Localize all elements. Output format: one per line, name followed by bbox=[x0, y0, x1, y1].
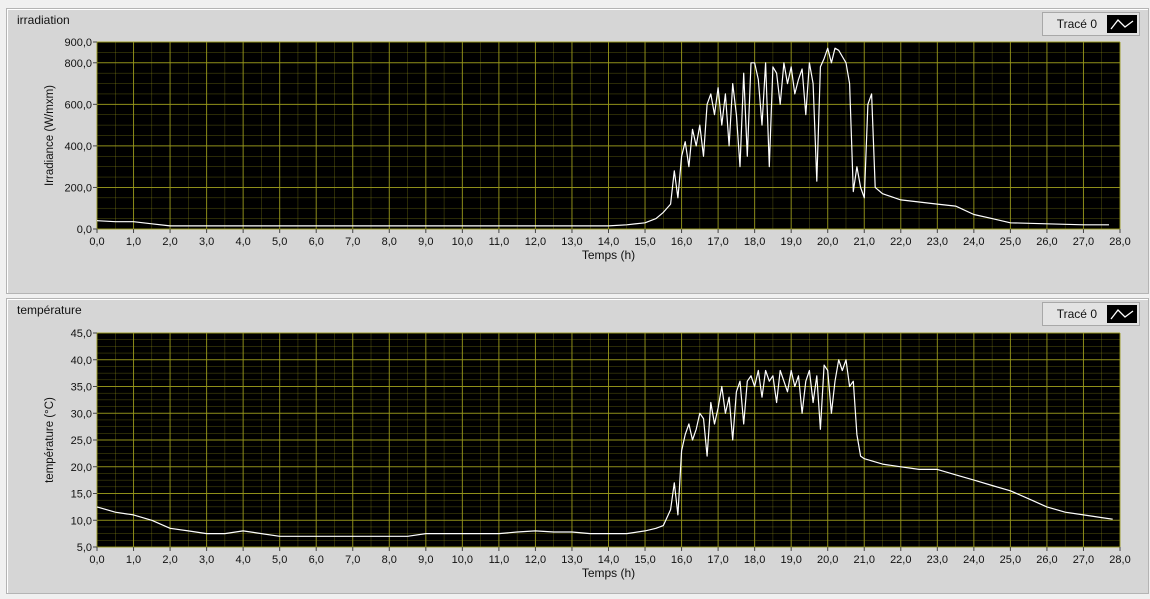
y-tick-label: 45,0 bbox=[71, 328, 92, 340]
x-tick-label: 7,0 bbox=[345, 236, 360, 248]
y-tick-label: 40,0 bbox=[71, 355, 92, 367]
x-tick-label: 5,0 bbox=[272, 236, 287, 248]
y-tick-label: 800,0 bbox=[64, 58, 92, 70]
panel-title: irradiation bbox=[17, 13, 70, 27]
x-tick-label: 18,0 bbox=[744, 554, 765, 566]
line-style-icon[interactable] bbox=[1107, 15, 1137, 33]
x-tick-label: 19,0 bbox=[780, 236, 801, 248]
x-tick-label: 20,0 bbox=[817, 236, 838, 248]
x-tick-label: 18,0 bbox=[744, 236, 765, 248]
x-tick-label: 9,0 bbox=[418, 554, 433, 566]
x-axis-label: Temps (h) bbox=[582, 248, 635, 262]
x-tick-label: 25,0 bbox=[1000, 554, 1021, 566]
x-tick-label: 25,0 bbox=[1000, 236, 1021, 248]
x-tick-label: 20,0 bbox=[817, 554, 838, 566]
x-tick-label: 5,0 bbox=[272, 554, 287, 566]
y-tick-label: 900,0 bbox=[64, 37, 92, 49]
x-tick-label: 1,0 bbox=[126, 236, 141, 248]
y-tick-label: 15,0 bbox=[71, 489, 92, 501]
x-tick-label: 22,0 bbox=[890, 236, 911, 248]
y-tick-label: 0,0 bbox=[77, 224, 92, 236]
x-tick-label: 8,0 bbox=[382, 236, 397, 248]
y-tick-label: 200,0 bbox=[64, 182, 92, 194]
x-tick-label: 21,0 bbox=[854, 554, 875, 566]
x-tick-label: 7,0 bbox=[345, 554, 360, 566]
x-tick-label: 2,0 bbox=[162, 554, 177, 566]
x-tick-label: 3,0 bbox=[199, 236, 214, 248]
y-tick-label: 600,0 bbox=[64, 99, 92, 111]
x-tick-label: 9,0 bbox=[418, 236, 433, 248]
x-tick-label: 21,0 bbox=[854, 236, 875, 248]
x-tick-label: 23,0 bbox=[927, 554, 948, 566]
x-tick-label: 1,0 bbox=[126, 554, 141, 566]
y-axis-label: température (°C) bbox=[44, 397, 56, 483]
x-tick-label: 6,0 bbox=[309, 236, 324, 248]
y-tick-label: 35,0 bbox=[71, 382, 92, 394]
plot-legend[interactable]: Tracé 0 bbox=[1041, 12, 1140, 36]
x-tick-label: 15,0 bbox=[634, 554, 655, 566]
x-tick-label: 10,0 bbox=[452, 554, 473, 566]
y-axis-label: Irradiance (W/mxm) bbox=[44, 85, 56, 186]
temperature-chart: 0,0 1,0 2,0 3,0 4,0 5,0 6,0 7,0 8,0 9,0 10,0 11,0 12… bbox=[44, 328, 1131, 580]
x-tick-label: 13,0 bbox=[561, 554, 582, 566]
x-tick-label: 0,0 bbox=[89, 236, 104, 248]
x-tick-label: 24,0 bbox=[963, 554, 984, 566]
x-tick-label: 27,0 bbox=[1073, 236, 1094, 248]
x-tick-label: 24,0 bbox=[963, 236, 984, 248]
x-tick-label: 28,0 bbox=[1109, 554, 1130, 566]
x-tick-label: 11,0 bbox=[489, 236, 510, 248]
legend-label: Tracé 0 bbox=[1056, 17, 1097, 31]
temperature-graph-panel: température Tracé 0 0,0 1,0 2,0 3,0 4,0 5,0 6,… bbox=[6, 298, 1149, 594]
x-tick-label: 16,0 bbox=[671, 554, 692, 566]
x-tick-label: 27,0 bbox=[1073, 554, 1094, 566]
series-line bbox=[96, 359, 1113, 537]
x-tick-label: 28,0 bbox=[1109, 236, 1130, 248]
x-tick-label: 11,0 bbox=[489, 554, 510, 566]
x-tick-label: 26,0 bbox=[1036, 554, 1057, 566]
x-tick-label: 6,0 bbox=[309, 554, 324, 566]
line-style-glyph bbox=[1110, 309, 1134, 320]
panel-title: température bbox=[17, 303, 82, 317]
plot-legend[interactable]: Tracé 0 bbox=[1041, 302, 1140, 326]
x-tick-label: 14,0 bbox=[598, 236, 619, 248]
x-tick-label: 12,0 bbox=[525, 236, 546, 248]
x-tick-label: 23,0 bbox=[927, 236, 948, 248]
x-tick-label: 12,0 bbox=[525, 554, 546, 566]
x-tick-label: 17,0 bbox=[707, 236, 728, 248]
series-line bbox=[96, 47, 1109, 227]
x-tick-label: 2,0 bbox=[162, 236, 177, 248]
x-tick-label: 0,0 bbox=[89, 554, 104, 566]
x-tick-label: 22,0 bbox=[890, 554, 911, 566]
line-style-glyph bbox=[1110, 19, 1134, 30]
x-tick-label: 10,0 bbox=[452, 236, 473, 248]
irradiation-chart: 0,0 1,0 2,0 3,0 4,0 5,0 6,0 7,0 8,0 9,0 10,0 11,0 12… bbox=[44, 37, 1131, 262]
line-style-icon[interactable] bbox=[1107, 305, 1137, 323]
x-tick-label: 15,0 bbox=[634, 236, 655, 248]
x-tick-label: 14,0 bbox=[598, 554, 619, 566]
y-tick-label: 400,0 bbox=[64, 141, 92, 153]
x-tick-label: 17,0 bbox=[707, 554, 728, 566]
x-tick-label: 4,0 bbox=[235, 236, 250, 248]
y-tick-label: 10,0 bbox=[71, 515, 92, 527]
legend-label: Tracé 0 bbox=[1056, 307, 1097, 321]
x-tick-label: 3,0 bbox=[199, 554, 214, 566]
x-tick-label: 16,0 bbox=[671, 236, 692, 248]
y-tick-label: 5,0 bbox=[77, 542, 92, 554]
x-tick-label: 8,0 bbox=[382, 554, 397, 566]
x-tick-label: 19,0 bbox=[780, 554, 801, 566]
x-tick-label: 13,0 bbox=[561, 236, 582, 248]
y-tick-label: 20,0 bbox=[71, 462, 92, 474]
x-tick-label: 4,0 bbox=[235, 554, 250, 566]
y-tick-label: 30,0 bbox=[71, 408, 92, 420]
y-tick-label: 25,0 bbox=[71, 435, 92, 447]
irradiation-graph-panel: irradiation Tracé 0 0,0 1,0 2,0 3,0 4,0 5,0 6,… bbox=[6, 8, 1149, 294]
x-axis-label: Temps (h) bbox=[582, 566, 635, 580]
x-tick-label: 26,0 bbox=[1036, 236, 1057, 248]
